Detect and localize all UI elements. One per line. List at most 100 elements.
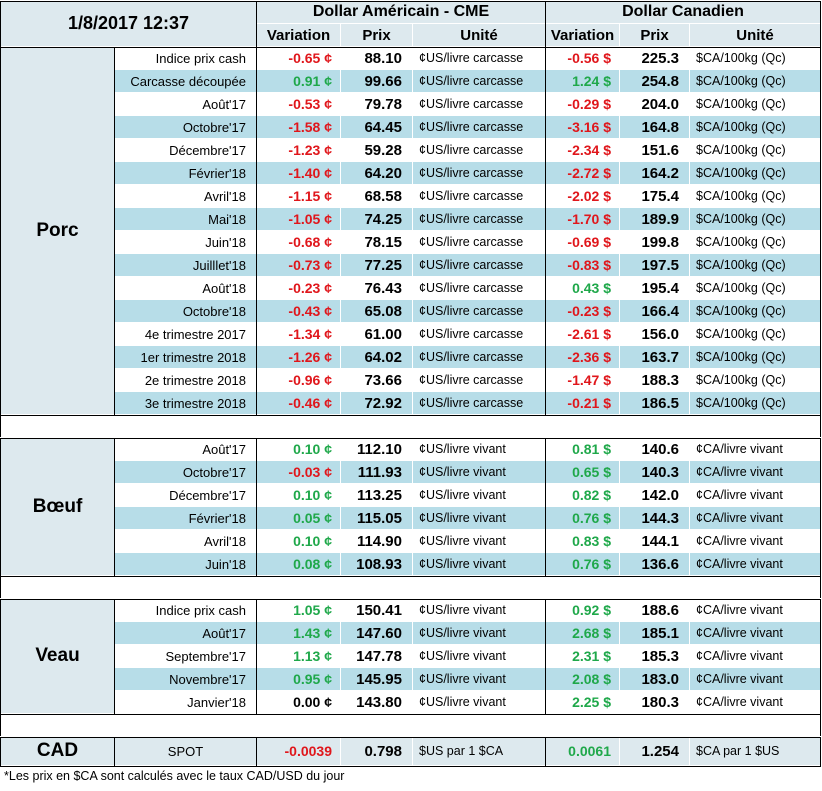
usd-unit: ¢US/livre carcasse	[412, 230, 546, 254]
usd-section-title: Dollar Américain - CME	[256, 0, 546, 24]
usd-variation: -1.34 ¢	[256, 322, 341, 346]
usd-unit: ¢US/livre carcasse	[412, 161, 546, 185]
row-label: Août'18	[114, 276, 257, 300]
cad-variation: 0.43 $	[545, 276, 620, 300]
cad-price: 225.3	[619, 46, 690, 70]
usd-price: 99.66	[340, 69, 413, 93]
cad-unit: ¢CA/livre vivant	[689, 552, 821, 576]
row-label: Avril'18	[114, 529, 257, 553]
cad-col-variation: Variation	[545, 23, 620, 47]
cad-unit: $CA/100kg (Qc)	[689, 115, 821, 139]
cad-price: 204.0	[619, 92, 690, 116]
usd-variation: -1.15 ¢	[256, 184, 341, 208]
row-label: 4e trimestre 2017	[114, 322, 257, 346]
cad-price: 254.8	[619, 69, 690, 93]
usd-unit: ¢US/livre vivant	[412, 552, 546, 576]
usd-price: 147.60	[340, 621, 413, 645]
cad-variation: -2.34 $	[545, 138, 620, 162]
row-label: Indice prix cash	[114, 46, 257, 70]
usd-unit: ¢US/livre carcasse	[412, 253, 546, 277]
spacer-cell	[0, 575, 821, 599]
row-label: Carcasse découpée	[114, 69, 257, 93]
usd-variation: 1.13 ¢	[256, 644, 341, 668]
cad-unit: ¢CA/livre vivant	[689, 621, 821, 645]
table-row: Octobre'17 -0.03 ¢ 111.93 ¢US/livre vivant 0…	[1, 460, 821, 484]
group-label: Veau	[0, 598, 115, 714]
usd-price: 64.45	[340, 115, 413, 139]
usd-price: 74.25	[340, 207, 413, 231]
usd-spot-variation: -0.0039	[256, 736, 341, 766]
cad-unit: $CA/100kg (Qc)	[689, 299, 821, 323]
usd-variation: 0.08 ¢	[256, 552, 341, 576]
usd-price: 64.20	[340, 161, 413, 185]
table-row: Décembre'17 -1.23 ¢ 59.28 ¢US/livre carcass…	[1, 138, 821, 162]
usd-variation: -0.65 ¢	[256, 46, 341, 70]
usd-variation: -1.26 ¢	[256, 345, 341, 369]
usd-variation: 0.05 ¢	[256, 506, 341, 530]
usd-col-unite: Unité	[412, 23, 546, 47]
usd-unit: ¢US/livre carcasse	[412, 322, 546, 346]
group-label: Porc	[0, 46, 115, 415]
row-label: Décembre'17	[114, 483, 257, 507]
cad-price: 189.9	[619, 207, 690, 231]
cad-price: 186.5	[619, 391, 690, 415]
usd-price: 147.78	[340, 644, 413, 668]
row-label: Novembre'17	[114, 667, 257, 691]
usd-price: 65.08	[340, 299, 413, 323]
table-row: Septembre'17 1.13 ¢ 147.78 ¢US/livre vivant…	[1, 644, 821, 668]
row-label: Août'17	[114, 437, 257, 461]
usd-variation: 0.00 ¢	[256, 690, 341, 714]
cad-variation: -1.47 $	[545, 368, 620, 392]
cad-unit: $CA/100kg (Qc)	[689, 69, 821, 93]
cad-unit: $CA/100kg (Qc)	[689, 253, 821, 277]
table-row: 1er trimestre 2018 -1.26 ¢ 64.02 ¢US/livre …	[1, 345, 821, 369]
usd-unit: ¢US/livre carcasse	[412, 391, 546, 415]
cad-unit: $CA/100kg (Qc)	[689, 184, 821, 208]
usd-variation: 0.10 ¢	[256, 529, 341, 553]
usd-variation: -1.23 ¢	[256, 138, 341, 162]
table-row: Décembre'17 0.10 ¢ 113.25 ¢US/livre vivant 0…	[1, 483, 821, 507]
spacer-row	[0, 414, 821, 438]
usd-price: 108.93	[340, 552, 413, 576]
row-label: 1er trimestre 2018	[114, 345, 257, 369]
usd-variation: -0.53 ¢	[256, 92, 341, 116]
cad-unit: $CA/100kg (Qc)	[689, 138, 821, 162]
usd-unit: ¢US/livre carcasse	[412, 115, 546, 139]
cad-price: 183.0	[619, 667, 690, 691]
cad-variation: 2.08 $	[545, 667, 620, 691]
usd-variation: 0.91 ¢	[256, 69, 341, 93]
cad-variation: 0.83 $	[545, 529, 620, 553]
usd-variation: -1.40 ¢	[256, 161, 341, 185]
usd-unit: ¢US/livre carcasse	[412, 138, 546, 162]
spot-label: SPOT	[114, 736, 257, 766]
cad-unit: ¢CA/livre vivant	[689, 644, 821, 668]
footnote: *Les prix en $CA sont calculés avec le t…	[4, 769, 345, 783]
cad-price: 199.8	[619, 230, 690, 254]
table-row: Mai'18 -1.05 ¢ 74.25 ¢US/livre carcasse -1.7…	[1, 207, 821, 231]
table-row: Avril'18 0.10 ¢ 114.90 ¢US/livre vivant 0.83…	[1, 529, 821, 553]
row-label: Avril'18	[114, 184, 257, 208]
row-label: Mai'18	[114, 207, 257, 231]
table-row: 4e trimestre 2017 -1.34 ¢ 61.00 ¢US/livre c…	[1, 322, 821, 346]
cad-price: 140.6	[619, 437, 690, 461]
cad-unit: $CA/100kg (Qc)	[689, 46, 821, 70]
usd-price: 76.43	[340, 276, 413, 300]
cad-price: 151.6	[619, 138, 690, 162]
usd-unit: ¢US/livre vivant	[412, 483, 546, 507]
usd-unit: ¢US/livre vivant	[412, 598, 546, 622]
usd-price: 59.28	[340, 138, 413, 162]
table-row: Octobre'17 -1.58 ¢ 64.45 ¢US/livre carcasse…	[1, 115, 821, 139]
row-label: Juin'18	[114, 552, 257, 576]
usd-col-prix: Prix	[340, 23, 413, 47]
row-label: Octobre'17	[114, 115, 257, 139]
cad-section-title: Dollar Canadien	[545, 0, 821, 24]
cad-unit: $CA/100kg (Qc)	[689, 391, 821, 415]
usd-price: 115.05	[340, 506, 413, 530]
row-label: Juilllet'18	[114, 253, 257, 277]
usd-unit: ¢US/livre carcasse	[412, 46, 546, 70]
cad-variation: 0.76 $	[545, 552, 620, 576]
usd-variation: -0.96 ¢	[256, 368, 341, 392]
usd-variation: -0.68 ¢	[256, 230, 341, 254]
usd-price: 68.58	[340, 184, 413, 208]
cad-spot-price: 1.254	[619, 736, 690, 766]
